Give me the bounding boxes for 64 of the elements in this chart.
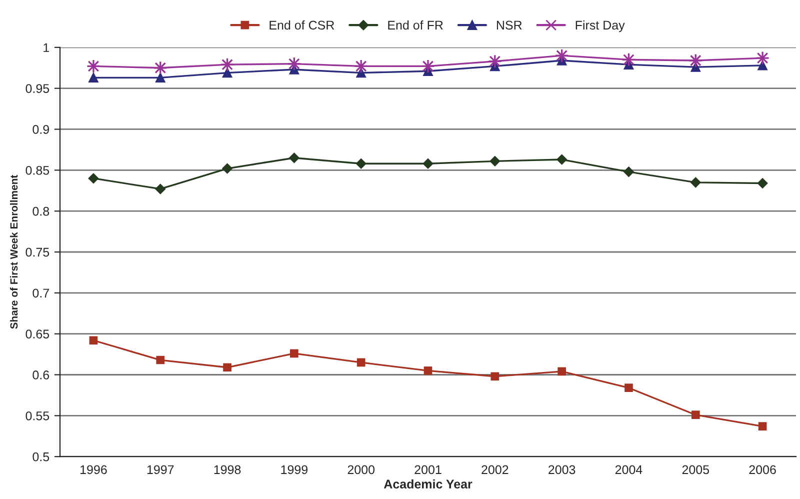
point (155, 184, 166, 194)
x-tick-label: 1996 (80, 465, 107, 474)
point (424, 366, 432, 375)
y-tick-label: 0.8 (32, 206, 50, 216)
x-tick-label: 1997 (147, 465, 174, 474)
x-tick-label: 2001 (414, 465, 442, 474)
legend-label: NSR (496, 20, 522, 30)
point (488, 54, 502, 68)
x-tick-label: 1998 (214, 465, 241, 474)
point (554, 48, 569, 63)
point (690, 177, 701, 188)
point (356, 158, 366, 169)
y-tick-label: 0.9 (32, 125, 49, 134)
point (422, 158, 434, 169)
point (290, 349, 298, 358)
point (622, 52, 636, 67)
x-tick-label: 2005 (682, 465, 710, 474)
y-tick-label: 0.65 (26, 330, 50, 338)
point (490, 372, 500, 381)
point (153, 60, 168, 75)
point (755, 50, 770, 66)
point (222, 163, 232, 174)
x-tick-label: 1999 (281, 465, 308, 474)
point (757, 178, 768, 188)
legend-label: End of CSR (270, 20, 334, 30)
point (624, 166, 634, 177)
x-tick-label: 2003 (548, 465, 576, 474)
point (688, 53, 703, 68)
point (420, 59, 436, 74)
point (156, 356, 165, 364)
point (691, 410, 700, 420)
y-tick-label: 0.6 (32, 370, 50, 380)
point (89, 336, 98, 345)
point (556, 154, 567, 165)
legend-label: End of FR (388, 20, 443, 30)
x-tick-label: 2006 (749, 465, 776, 474)
point (558, 367, 566, 376)
point (86, 59, 101, 74)
legend-label: First Day (576, 20, 625, 32)
point (88, 173, 99, 184)
y-tick-label: 0.5 (32, 452, 50, 462)
y-tick-label: 0.7 (32, 288, 49, 298)
point (220, 58, 234, 72)
y-tick-label: 0.95 (26, 84, 50, 93)
y-axis-title: Share of First Week Enrollment (10, 174, 18, 329)
x-tick-label: 2002 (482, 465, 508, 474)
x-tick-label: 2004 (615, 465, 642, 474)
point (289, 152, 300, 163)
point (88, 72, 98, 83)
y-tick-label: 0.55 (26, 411, 50, 420)
point (354, 59, 368, 74)
point (156, 72, 166, 83)
point (222, 68, 232, 78)
y-tick-label: 1 (44, 43, 49, 52)
point (490, 156, 500, 166)
y-tick-label: 0.75 (26, 248, 50, 257)
x-axis-title: Academic Year (384, 479, 472, 489)
point (356, 358, 366, 367)
point (758, 422, 767, 430)
x-tick-label: 2000 (348, 465, 375, 474)
point (624, 384, 633, 392)
point (287, 56, 302, 71)
y-tick-label: 0.85 (26, 166, 50, 175)
point (223, 363, 232, 372)
